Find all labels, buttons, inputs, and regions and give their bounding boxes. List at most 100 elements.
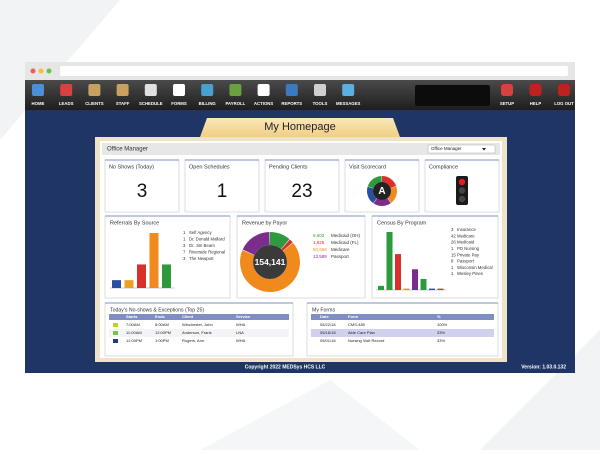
toolbar-icon[interactable]: [342, 84, 355, 96]
legend-count: 26: [451, 240, 456, 245]
widget-title: Referrals By Source: [110, 220, 159, 226]
legend-count: 1: [451, 271, 454, 276]
toolbar-label[interactable]: ACTIONS: [254, 101, 273, 106]
widget-title: Census By Program: [377, 220, 427, 226]
window-dot[interactable]: [38, 68, 44, 74]
card-title: Compliance: [429, 164, 458, 170]
legend-count: 1: [183, 230, 186, 235]
copyright: Copyright 2022 MEDSys HCS LLC: [245, 364, 326, 370]
card-title: Pending Clients: [269, 164, 308, 170]
toolbar-label[interactable]: PAYROLL: [225, 101, 245, 106]
scorecard-segment: [373, 198, 391, 207]
bar: [137, 264, 146, 288]
scorecard-segment: [382, 176, 397, 188]
toolbar-icon[interactable]: [116, 84, 129, 96]
legend-count: 1: [451, 246, 454, 251]
toolbar-icon[interactable]: [88, 84, 101, 96]
legend-name: Wisconsin Medical: [457, 265, 493, 270]
table-cell: 12:00PM: [126, 338, 142, 343]
card-value: 3: [137, 181, 148, 202]
table-cell: WHA: [236, 322, 246, 327]
toolbar-label[interactable]: HOME: [32, 101, 45, 106]
legend-name: Private Pay: [457, 252, 480, 257]
toolbar-label[interactable]: HELP: [530, 101, 542, 106]
address-bar[interactable]: [60, 66, 568, 76]
window-dot[interactable]: [30, 68, 36, 74]
legend-name: Riverside Regional: [189, 250, 225, 255]
status-swatch: [113, 323, 118, 327]
table-cell: 11:00AM: [126, 330, 142, 335]
toolbar-icon[interactable]: [314, 84, 326, 96]
page-title: My Homepage: [264, 121, 336, 133]
toolbar-icon[interactable]: [501, 84, 513, 96]
toolbar-label[interactable]: BILLING: [199, 101, 217, 106]
legend-name: Wesley Pines: [457, 271, 483, 276]
toolbar-label[interactable]: FORMS: [171, 101, 187, 106]
window-dot[interactable]: [46, 68, 52, 74]
legend-name: Dr. Jim Beam: [189, 243, 215, 248]
table-cell: 33%: [437, 338, 445, 343]
table-row[interactable]: [311, 337, 494, 345]
donut-center: [253, 245, 287, 279]
table-row[interactable]: [109, 337, 289, 345]
toolbar-label[interactable]: LOG OUT: [554, 101, 574, 106]
toolbar-icon[interactable]: [257, 84, 270, 96]
widget: [264, 159, 340, 213]
column-header: Client: [182, 314, 194, 319]
table-cell: CMS-485: [348, 322, 366, 327]
scorecard-segment: [367, 176, 382, 189]
legend-name: Insurance: [457, 227, 476, 232]
card-title: Open Schedules: [189, 164, 230, 170]
toolbar-label[interactable]: STAFF: [116, 101, 130, 106]
legend-count: 8: [451, 259, 454, 264]
widget: [371, 215, 499, 299]
toolbar-label[interactable]: SCHEDULE: [139, 101, 163, 106]
panel-header: [102, 143, 500, 155]
bar: [124, 280, 134, 288]
toolbar-label[interactable]: REPORTS: [281, 101, 302, 106]
table-row[interactable]: [109, 321, 289, 329]
bar: [386, 232, 393, 290]
toolbar-label[interactable]: CLIENTS: [85, 101, 104, 106]
bar: [395, 254, 401, 290]
donut-segment: [242, 232, 270, 255]
toolbar-icon[interactable]: [529, 84, 542, 96]
legend-name: Self Agency: [189, 230, 213, 235]
bar: [403, 288, 410, 290]
toolbar-label[interactable]: MESSAGES: [336, 101, 360, 106]
toolbar-label[interactable]: LEADS: [59, 101, 74, 106]
legend-count: 1: [451, 265, 454, 270]
bar: [437, 288, 444, 290]
scorecard-segment: [387, 186, 398, 203]
toolbar-icon[interactable]: [60, 84, 73, 96]
bar: [162, 264, 171, 288]
toolbar-icon[interactable]: [229, 84, 242, 96]
toolbar-icon[interactable]: [32, 84, 44, 96]
toolbar-icon[interactable]: [558, 84, 570, 96]
toolbar-icon[interactable]: [201, 84, 214, 96]
table-row[interactable]: [109, 329, 289, 337]
column-header: Starts: [126, 314, 138, 319]
dropdown[interactable]: [427, 144, 496, 154]
legend-count: 7: [183, 250, 186, 255]
card-value: 1: [217, 181, 228, 202]
toolbar-icon[interactable]: [144, 84, 157, 96]
donut-segment: [270, 232, 290, 250]
table-row[interactable]: [311, 329, 494, 337]
table-row[interactable]: [311, 321, 494, 329]
column-header: Form: [348, 314, 358, 319]
legend-amount: 8,602: [313, 233, 325, 238]
toolbar-icon[interactable]: [285, 84, 298, 96]
legend-name: Medicare: [331, 247, 350, 252]
toolbar-label[interactable]: TOOLS: [313, 101, 328, 106]
bar: [378, 285, 384, 290]
table-cell: 12:00PM: [155, 330, 171, 335]
table-cell: 05/22/18: [320, 322, 336, 327]
widget-title: Today's No-shows & Exceptions (Top 25): [110, 307, 204, 313]
toolbar-icon[interactable]: [173, 84, 185, 96]
table-cell: 8:00AM: [155, 322, 169, 327]
donut-segment: [281, 239, 293, 251]
table-cell: 33%: [437, 330, 445, 335]
toolbar-label[interactable]: SETUP: [500, 101, 514, 106]
